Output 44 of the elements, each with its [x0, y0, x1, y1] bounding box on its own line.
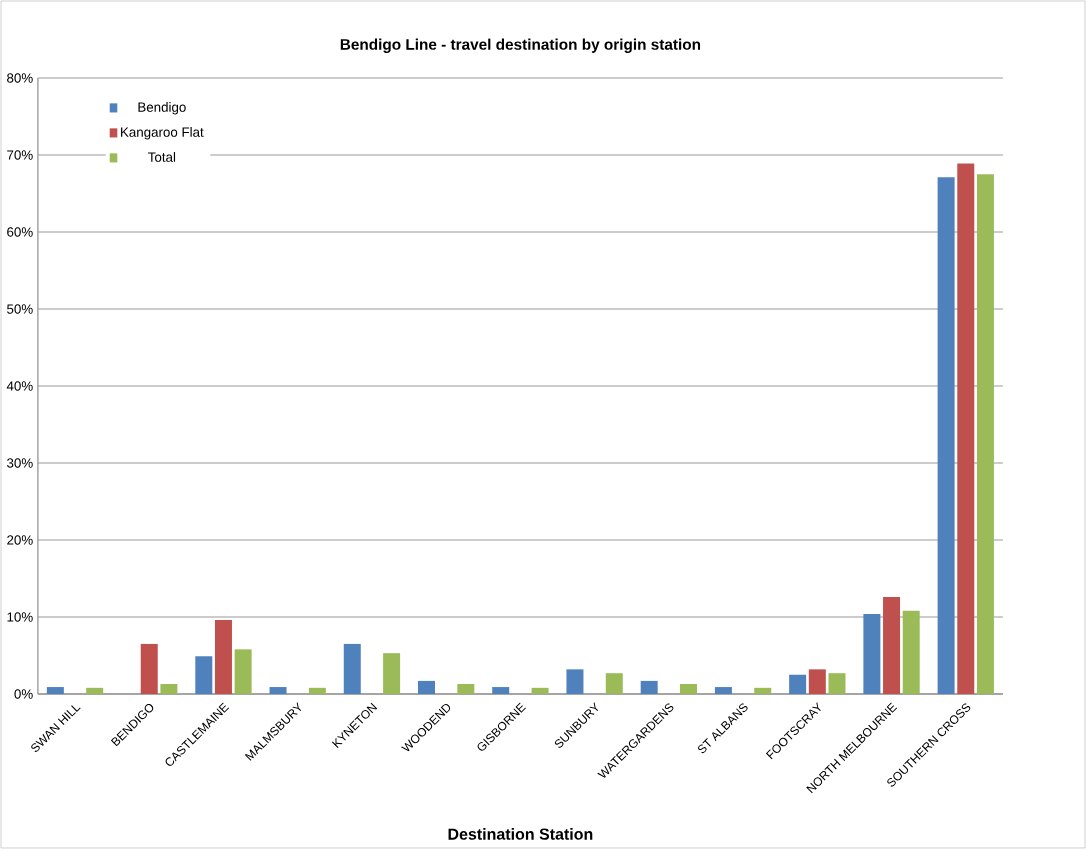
bar: [714, 687, 732, 694]
bar: [902, 610, 920, 694]
y-tick-label: 60%: [7, 227, 33, 237]
bar: [976, 174, 994, 694]
bar: [492, 687, 510, 694]
bar: [343, 643, 361, 694]
bar: [605, 673, 623, 694]
bar: [680, 683, 698, 694]
bar: [863, 613, 881, 694]
bar: [195, 656, 213, 694]
bar: [234, 649, 252, 694]
bar: [883, 596, 901, 694]
bar: [383, 653, 401, 694]
bar: [937, 177, 955, 694]
bar: [640, 680, 658, 694]
bar: [308, 687, 326, 694]
y-tick-label: 40%: [6, 381, 33, 391]
bar: [269, 687, 287, 694]
y-tick-label: 30%: [7, 458, 33, 468]
chart-title: Bendigo Line - travel destination by origin station: [340, 38, 701, 53]
y-tick-label: 80%: [7, 73, 33, 83]
legend-label: Kangaroo Flat: [121, 127, 204, 140]
y-tick-label: 10%: [7, 612, 33, 622]
legend-label: Total: [148, 152, 176, 162]
bar: [754, 687, 772, 694]
legend-label: Bendigo: [138, 102, 186, 115]
bar: [86, 687, 104, 694]
bar: [789, 674, 807, 694]
y-tick-label: 50%: [7, 304, 33, 314]
y-tick-label: 20%: [7, 535, 33, 545]
y-tick-label: 0%: [14, 689, 33, 699]
bar: [457, 683, 475, 694]
bar: [566, 669, 584, 694]
bar: [160, 683, 178, 694]
bar: [417, 680, 435, 694]
bar: [46, 687, 64, 694]
x-axis-title: Destination Station: [448, 828, 593, 840]
bar: [957, 163, 975, 694]
bar: [140, 643, 158, 694]
y-tick-label: 70%: [7, 150, 33, 160]
bar: [531, 687, 549, 694]
bar: [808, 669, 826, 694]
bar: [828, 673, 846, 694]
bar: [214, 620, 232, 694]
